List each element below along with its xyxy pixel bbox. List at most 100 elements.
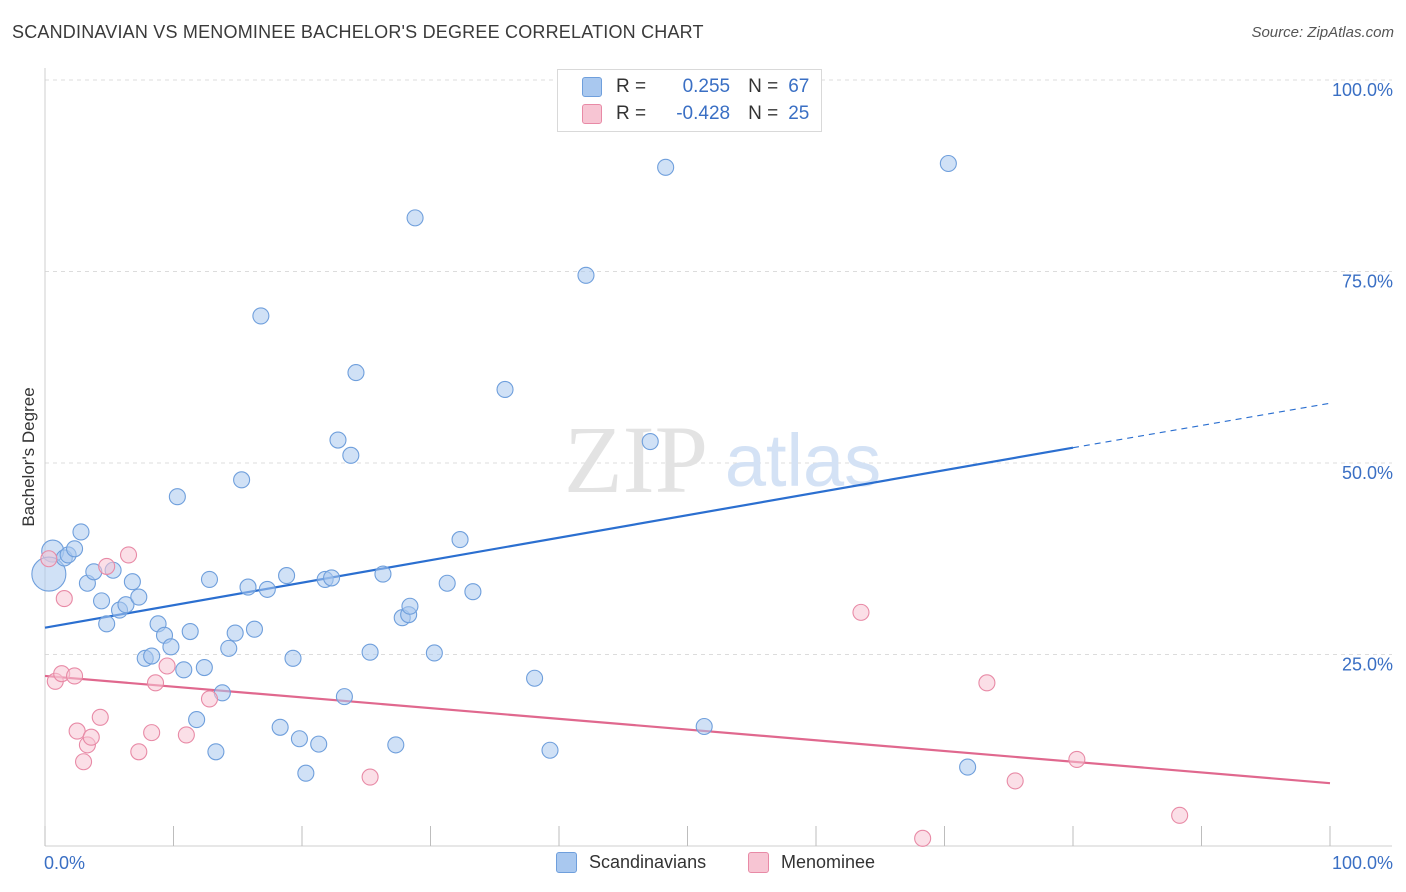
scandinavians-point [284, 649, 302, 667]
scandinavians-swatch [556, 852, 577, 873]
scandinavians-point [329, 431, 347, 449]
correlation-legend: R = 0.255 N = 67 R = -0.428 N = 25 [557, 69, 822, 132]
scandinavians-point [175, 661, 193, 679]
x-tick-label: 0.0% [44, 853, 85, 873]
scandinavians-trend-line [44, 446, 1074, 629]
scandinavians-point [278, 567, 296, 585]
scandinavians-point [641, 433, 659, 451]
watermark-zip: ZIP [564, 406, 708, 513]
watermark-atlas: atlas [725, 419, 881, 502]
scandinavians-point [258, 580, 276, 598]
scandinavians-point [245, 620, 264, 638]
scandinavians-point [438, 574, 456, 592]
scandinavians-point [541, 741, 559, 759]
menominee-point [75, 753, 93, 771]
n-value: 67 [788, 76, 810, 97]
n-value: 25 [788, 103, 810, 124]
menominee-point [158, 657, 176, 675]
x-tick-label: 100.0% [1332, 853, 1393, 873]
scandinavians-point [577, 266, 595, 284]
scandinavians-point [406, 209, 424, 227]
scandinavians-point [98, 615, 116, 633]
scandinavians-point [342, 446, 360, 464]
scandinavians-point [181, 622, 199, 641]
scandinavians-point [361, 643, 379, 661]
menominee-point [1006, 772, 1024, 790]
legend-label: Scandinavians [589, 852, 707, 872]
scandinavians-point [271, 718, 289, 736]
legend-row-scandinavians: R = 0.255 N = 67 [582, 76, 809, 98]
scandinavians-point [657, 158, 675, 176]
menominee-point [40, 550, 58, 568]
menominee-point [177, 726, 195, 744]
scandinavians-point [374, 565, 392, 583]
scandinavians-point [130, 588, 148, 606]
chart-title: SCANDINAVIAN VS MENOMINEE BACHELOR'S DEG… [12, 22, 704, 42]
scandinavians-point [290, 730, 308, 748]
menominee-point [119, 546, 138, 564]
scandinavians-point [496, 380, 514, 399]
scandinavians-point [323, 569, 341, 587]
legend-label: Menominee [781, 852, 876, 872]
menominee-point [146, 674, 165, 692]
y-tick-label: 50.0% [1342, 463, 1393, 483]
scandinavians-point [162, 638, 180, 656]
scandinavians-point [92, 592, 111, 610]
menominee-swatch [582, 104, 602, 124]
scandinavians-point [207, 743, 225, 761]
scandinavians-point [297, 764, 315, 782]
scandinavians-point [123, 573, 141, 591]
scandinavians-point [233, 471, 251, 489]
scandinavians-point [239, 578, 257, 596]
y-tick-label: 75.0% [1342, 272, 1393, 292]
menominee-point [200, 690, 219, 708]
r-label: R = [616, 76, 647, 97]
menominee-point [361, 768, 379, 786]
grid-lines [45, 79, 1392, 655]
axes [44, 68, 1392, 847]
menominee-point [852, 603, 870, 621]
scandinavians-point [226, 624, 244, 642]
y-tick-label: 100.0% [1332, 80, 1393, 100]
scandinavians-point [117, 596, 135, 614]
scandinavians-point [66, 540, 84, 558]
r-label: R = [616, 103, 647, 124]
scandinavians-swatch [582, 77, 602, 97]
y-tick-label: 25.0% [1342, 655, 1393, 675]
n-label: N = [748, 76, 779, 97]
scandinavians-point [401, 597, 419, 615]
menominee-point [914, 829, 932, 847]
menominee-point [143, 724, 161, 742]
scandinavians-point [310, 735, 328, 753]
n-label: N = [748, 103, 779, 124]
watermark: ZIP atlas [564, 406, 881, 513]
menominee-point [978, 674, 996, 692]
menominee-point [1171, 806, 1189, 824]
menominee-point [68, 722, 86, 740]
menominee-point [91, 708, 109, 726]
scandinavians-point [347, 364, 365, 382]
scandinavians-point [143, 647, 161, 665]
scandinavians-point [195, 658, 213, 677]
trend-lines [44, 402, 1331, 785]
bottom-legend-scandinavians[interactable]: Scandinavians [556, 852, 706, 873]
legend-row-menominee: R = -0.428 N = 25 [582, 103, 809, 125]
scandinavians-point [425, 644, 443, 662]
y-axis-label: Bachelor's Degree [19, 387, 38, 526]
scandinavians-point [939, 154, 957, 173]
scandinavians-point [220, 639, 238, 657]
scandinavians-point [695, 717, 713, 736]
data-points [31, 154, 1189, 847]
scandinavians-point [335, 688, 353, 706]
source-label: Source: ZipAtlas.com [1251, 24, 1394, 41]
scandinavians-point [168, 488, 186, 506]
scandinavians-point [72, 523, 90, 541]
scandinavians-point [387, 736, 405, 754]
menominee-point [55, 590, 73, 608]
scandinavians-point [959, 758, 977, 776]
scandinavians-point [200, 570, 219, 588]
menominee-point [98, 557, 116, 575]
scandinavians-point [188, 711, 206, 729]
bottom-legend-menominee[interactable]: Menominee [748, 852, 875, 873]
